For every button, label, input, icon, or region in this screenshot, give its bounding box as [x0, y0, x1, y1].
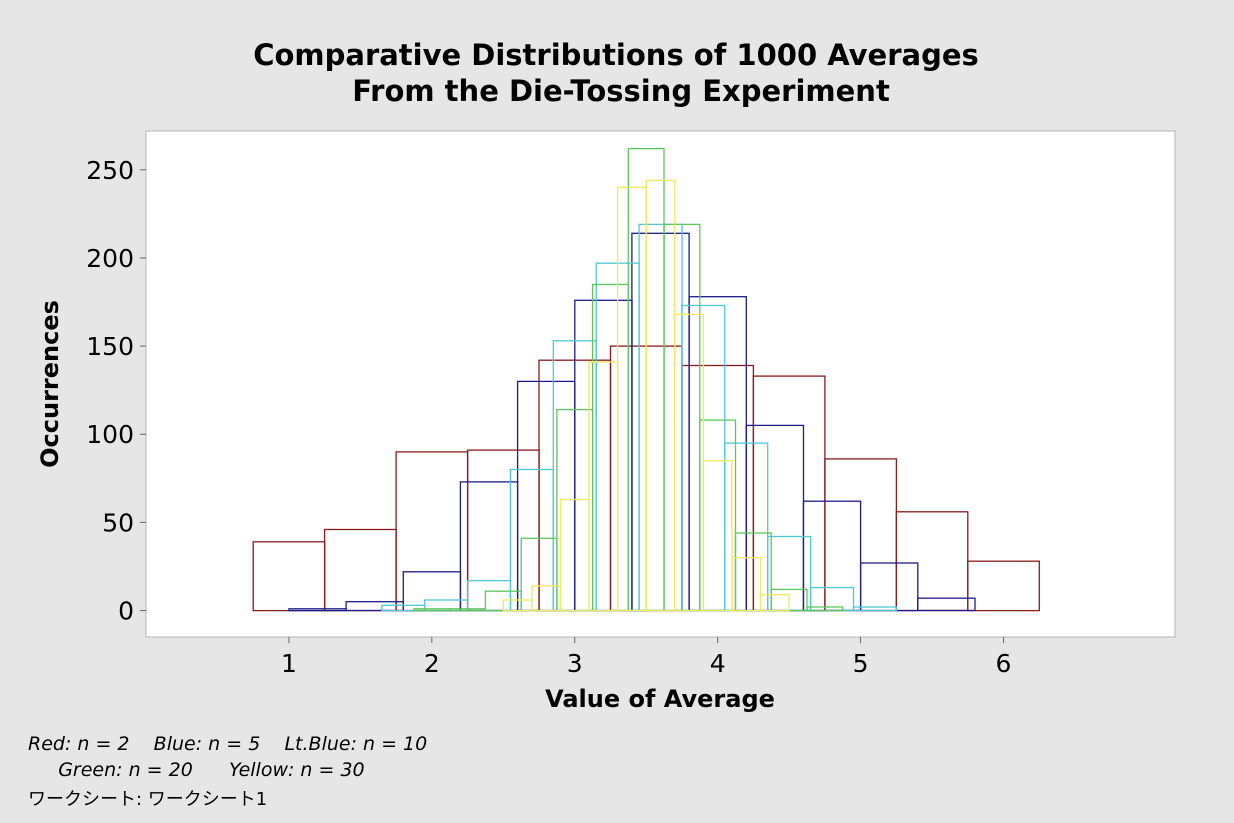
- legend-note-line2: Green: n = 20 Yellow: n = 30: [28, 759, 365, 781]
- y-tick-label: 0: [118, 597, 134, 626]
- x-tick-label: 6: [996, 649, 1012, 678]
- plot-area: [145, 130, 1176, 638]
- histogram-bars: [252, 147, 1040, 612]
- legend-note-line1: Red: n = 2 Blue: n = 5 Lt.Blue: n = 10: [28, 733, 428, 755]
- bar-series2-bin12: [917, 597, 976, 612]
- x-tick-label: 4: [710, 649, 726, 678]
- chart-title-line1: Comparative Distributions of 1000 Averag…: [253, 38, 979, 72]
- y-axis: 0 50 100 150 200 250: [86, 156, 146, 626]
- bar-series4-bin12: [806, 606, 844, 612]
- y-tick-label: 100: [86, 420, 134, 449]
- bar-series5-bin8: [702, 460, 733, 612]
- x-tick-label: 1: [281, 649, 297, 678]
- x-axis-label: Value of Average: [545, 685, 775, 713]
- x-tick-label: 3: [567, 649, 583, 678]
- y-tick-label: 250: [86, 156, 134, 185]
- worksheet-label: ワークシート: ワークシート1: [28, 789, 268, 810]
- y-axis-label: Occurrences: [36, 300, 64, 468]
- bar-series5-bin9: [731, 557, 762, 612]
- bar-series1-bin11: [967, 560, 1040, 612]
- y-tick-label: 150: [86, 332, 134, 361]
- bar-series5-bin10: [759, 594, 790, 612]
- y-tick-label: 200: [86, 244, 134, 273]
- x-tick-label: 5: [853, 649, 869, 678]
- x-axis: 1 2 3 4 5 6: [281, 637, 1011, 678]
- x-tick-label: 2: [424, 649, 440, 678]
- chart-title-line2: From the Die-Tossing Experiment: [352, 74, 890, 108]
- bar-series3-bin12: [852, 606, 897, 612]
- y-tick-label: 50: [102, 508, 134, 537]
